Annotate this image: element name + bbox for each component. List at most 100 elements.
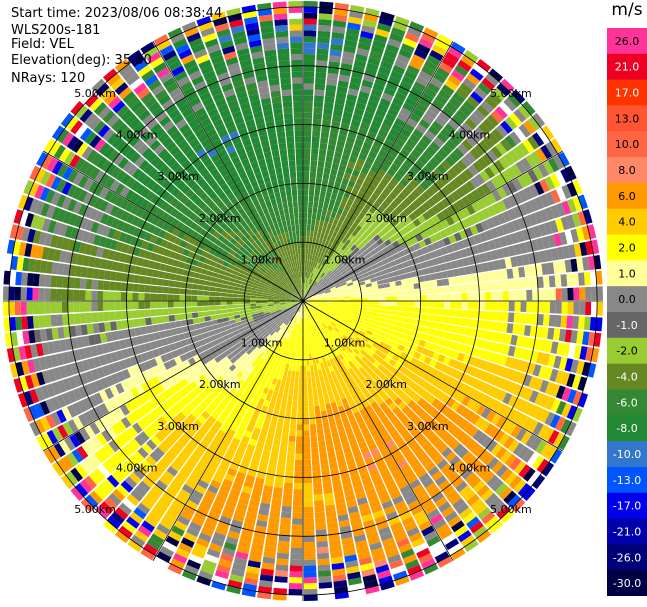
range-gate-cell [368, 273, 376, 279]
range-gate-cell [438, 479, 451, 491]
range-gate-cell [375, 397, 385, 406]
range-gate-cell [288, 364, 293, 371]
range-gate-cell [508, 439, 520, 453]
range-gate-cell [543, 367, 553, 381]
range-gate-cell [403, 197, 412, 207]
range-gate-cell [452, 427, 463, 439]
range-gate-cell [341, 326, 348, 332]
range-gate-cell [530, 437, 542, 451]
range-gate-cell [394, 205, 404, 215]
range-gate-cell [348, 511, 361, 520]
range-gate-cell [330, 224, 337, 232]
range-gate-cell [372, 285, 379, 290]
range-gate-cell [274, 481, 284, 489]
range-gate-cell [229, 525, 242, 534]
range-gate-cell [451, 69, 465, 82]
range-gate-cell [353, 411, 362, 420]
range-gate-cell [432, 168, 443, 179]
range-gate-cell [436, 279, 444, 287]
range-gate-cell [589, 316, 597, 331]
range-gate-cell [425, 365, 434, 375]
range-gate-cell [493, 429, 505, 443]
range-gate-cell [362, 346, 370, 353]
range-gate-cell [349, 306, 356, 310]
range-gate-cell [215, 314, 223, 320]
range-gate-cell [482, 350, 491, 361]
range-gate-cell [368, 356, 376, 364]
range-gate-cell [484, 251, 493, 262]
range-gate-cell [371, 178, 380, 188]
range-gate-cell [478, 232, 488, 243]
range-gate-cell [317, 369, 323, 376]
range-gate-cell [300, 353, 303, 360]
range-gate-cell [305, 277, 308, 284]
range-gate-cell [109, 311, 116, 321]
range-gate-cell [247, 505, 259, 514]
range-gate-cell [502, 344, 510, 356]
range-gate-cell [529, 198, 539, 212]
range-gate-cell [232, 301, 239, 305]
range-gate-cell [305, 271, 308, 278]
range-gate-cell [485, 179, 497, 192]
range-gate-cell [394, 245, 403, 253]
range-gate-cell [307, 292, 312, 298]
range-gate-cell [179, 301, 186, 308]
range-gate-cell [447, 471, 460, 484]
range-gate-cell [508, 301, 515, 312]
range-gate-cell [286, 375, 291, 383]
range-gate-cell [315, 523, 327, 531]
range-gate-cell [473, 254, 482, 264]
range-gate-cell [326, 301, 333, 303]
range-gate-cell [452, 498, 466, 510]
range-gate-cell [572, 407, 583, 423]
range-gate-cell [32, 273, 40, 287]
range-gate-cell [191, 306, 198, 313]
range-gate-cell [437, 34, 453, 46]
range-gate-cell [312, 237, 317, 244]
range-gate-cell [330, 37, 344, 46]
range-gate-cell [327, 144, 336, 152]
range-gate-cell [548, 275, 556, 288]
range-gate-cell [311, 255, 316, 262]
range-gate-cell [334, 151, 343, 159]
range-gate-cell [518, 189, 529, 203]
range-gate-cell [487, 261, 495, 271]
range-gate-cell [536, 458, 550, 474]
range-gate-cell [498, 156, 510, 170]
range-gate-cell [307, 284, 311, 291]
range-gate-cell [441, 484, 455, 496]
range-gate-cell [394, 349, 403, 357]
range-gate-cell [579, 287, 586, 301]
range-gate-cell [338, 296, 345, 300]
range-gate-cell [306, 284, 310, 291]
range-gate-cell [496, 213, 506, 225]
range-gate-cell [340, 259, 347, 266]
range-gate-cell [215, 282, 223, 288]
range-gate-cell [455, 293, 462, 301]
range-gate-cell [376, 520, 389, 531]
range-gate-cell [439, 528, 453, 540]
range-gate-cell [326, 326, 333, 332]
range-gate-cell [283, 369, 289, 376]
range-gate-cell [383, 172, 393, 182]
range-gate-cell [491, 301, 498, 311]
range-gate-cell [359, 185, 368, 194]
range-gate-cell [338, 164, 347, 173]
range-gate-cell [549, 301, 556, 314]
range-gate-cell [518, 266, 526, 278]
range-gate-cell [314, 505, 325, 513]
range-gate-cell [417, 139, 429, 150]
range-gate-cell [283, 488, 293, 495]
range-gate-cell [304, 283, 306, 290]
range-gate-cell [311, 447, 319, 454]
range-gate-cell [512, 442, 525, 456]
range-gate-cell [392, 570, 408, 581]
range-gate-cell [307, 311, 311, 318]
range-gate-cell [528, 184, 540, 198]
range-gate-cell [303, 518, 314, 525]
range-gate-cell [336, 288, 343, 292]
range-gate-cell [244, 291, 251, 296]
range-gate-cell [325, 191, 332, 199]
range-gate-cell [314, 295, 321, 298]
range-gate-cell [437, 354, 446, 363]
